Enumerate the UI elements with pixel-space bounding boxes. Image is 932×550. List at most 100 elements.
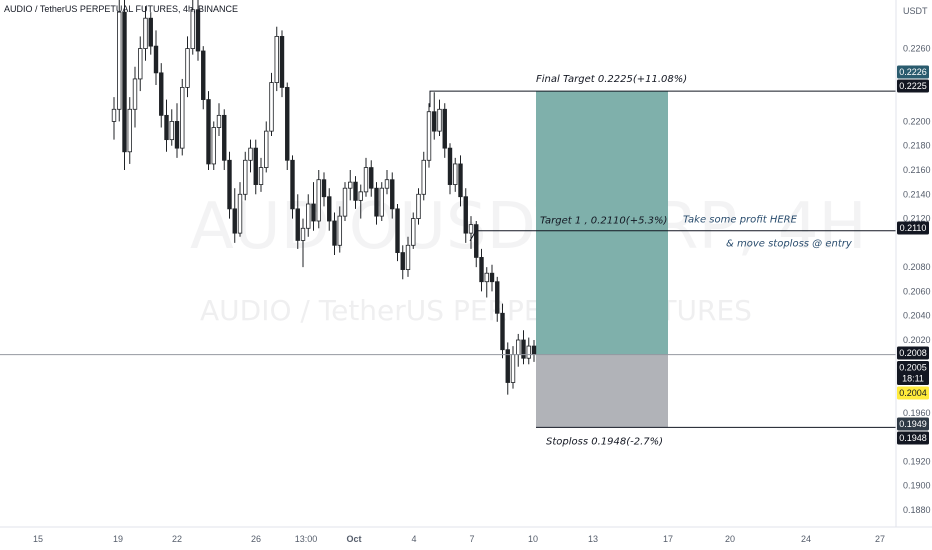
- chart-title: AUDIO / TetherUS PERPETUAL FUTURES, 4h, …: [4, 4, 238, 14]
- time-tick-label: 27: [875, 534, 885, 544]
- candle-body: [369, 167, 374, 189]
- candle: [295, 194, 300, 249]
- candle: [153, 30, 159, 85]
- candle-body: [311, 203, 316, 222]
- candle-body: [437, 108, 442, 132]
- candle: [185, 36, 190, 98]
- candle: [521, 330, 526, 365]
- candle-body: [117, 11, 122, 110]
- candle-body: [232, 208, 237, 234]
- price-axis-ticks[interactable]: 0.2260 0.2200 0.2180 0.2160 0.2140 0.2120 0.20…: [903, 44, 931, 515]
- candle: [405, 236, 411, 277]
- candle-body: [290, 159, 295, 210]
- price-tick-label: 0.2120: [903, 214, 931, 224]
- candle: [180, 78, 185, 156]
- candle: [342, 182, 348, 221]
- time-tick-label: 15: [33, 534, 43, 544]
- price-tick-label: 0.1880: [903, 505, 931, 515]
- candle: [384, 170, 390, 195]
- candle-body: [363, 167, 369, 193]
- candle: [479, 248, 484, 292]
- candle-body: [342, 187, 348, 217]
- target-1-line[interactable]: [469, 230, 896, 241]
- candle-body: [458, 163, 463, 198]
- badge-extra: 0.2004: [897, 386, 929, 400]
- candle: [374, 182, 379, 225]
- candle: [411, 212, 416, 249]
- price-badges: 0.22260.22250.21100.20080.200518:110.200…: [897, 65, 929, 445]
- candle-body: [180, 87, 185, 149]
- badge-countdown: 18:11: [902, 374, 924, 384]
- time-axis-ticks[interactable]: 15 19 22 26 13:00 Oct 4 7 10 13 17 20 24 27: [33, 534, 885, 544]
- candle-body: [164, 114, 169, 141]
- candle-body: [264, 130, 269, 168]
- candle-body: [300, 227, 306, 241]
- candle: [206, 91, 211, 170]
- candle: [190, 0, 195, 55]
- time-tick-label: 26: [251, 534, 261, 544]
- candle: [216, 103, 222, 136]
- time-tick-label: 20: [725, 534, 735, 544]
- candle: [269, 72, 274, 136]
- candle-body: [216, 114, 222, 128]
- stoploss-label: Stoploss 0.1948(-2.7%): [546, 436, 663, 447]
- badge-final-target: 0.2225: [897, 79, 929, 93]
- candle-body: [285, 87, 290, 161]
- candle-body: [227, 159, 232, 210]
- note-move-stoploss: & move stoploss @ entry: [726, 239, 853, 250]
- price-tick-label: 0.2200: [903, 116, 931, 126]
- candle-body: [258, 167, 264, 185]
- candle: [400, 245, 405, 280]
- candle-body: [316, 179, 321, 222]
- candle-body: [174, 121, 180, 149]
- price-tick-label: 0.2180: [903, 141, 931, 151]
- candle: [353, 176, 358, 209]
- candle: [132, 66, 138, 128]
- candle: [421, 151, 426, 201]
- candle-body: [510, 354, 516, 383]
- candle-body: [432, 111, 437, 132]
- candle-body: [521, 339, 526, 359]
- candle-body: [442, 108, 447, 149]
- reward-zone[interactable]: [536, 91, 668, 355]
- candle: [358, 184, 363, 219]
- candle: [279, 30, 285, 98]
- candle-body: [332, 220, 337, 246]
- candle: [306, 194, 311, 237]
- candle: [447, 143, 453, 195]
- candle: [243, 151, 248, 201]
- candle: [143, 6, 148, 61]
- candle: [211, 121, 216, 170]
- risk-zone[interactable]: [536, 354, 668, 428]
- candle-body: [484, 272, 489, 283]
- candle: [442, 103, 447, 158]
- candle-body: [169, 121, 174, 141]
- price-tick-label: 0.2160: [903, 165, 931, 175]
- candle: [195, 0, 201, 61]
- candle: [369, 160, 374, 197]
- badge-entry: 0.2008: [897, 346, 929, 360]
- candle: [159, 63, 164, 128]
- candle: [379, 182, 384, 221]
- candle: [248, 139, 253, 173]
- candle: [337, 206, 342, 253]
- candle: [122, 0, 127, 170]
- price-tick-label: 0.2040: [903, 311, 931, 321]
- candle-body: [159, 72, 164, 116]
- candle-body: [479, 257, 484, 283]
- candle: [510, 346, 516, 389]
- svg-text:0.2008: 0.2008: [899, 348, 927, 358]
- candle: [453, 157, 458, 192]
- candle-body: [531, 345, 537, 355]
- candle-body: [269, 82, 274, 132]
- svg-text:0.2225: 0.2225: [899, 81, 927, 91]
- candle: [390, 172, 395, 219]
- candle-body: [405, 244, 411, 270]
- candle: [348, 170, 353, 201]
- price-tick-label: 0.2020: [903, 335, 931, 345]
- final-target-line[interactable]: [429, 90, 896, 108]
- candle-body: [495, 281, 500, 314]
- candle: [316, 170, 321, 229]
